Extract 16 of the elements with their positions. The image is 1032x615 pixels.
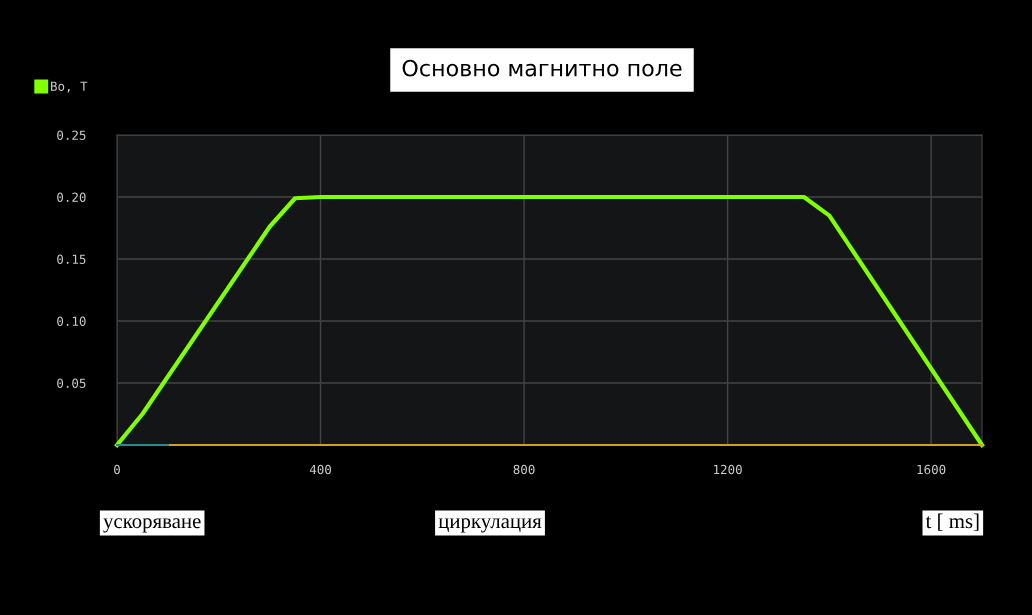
line-series bbox=[114, 194, 985, 448]
text: t [ ms] bbox=[925, 513, 979, 531]
chart-title: Основно магнитно поле bbox=[402, 59, 682, 77]
x-tick-label: 1600 bbox=[917, 464, 946, 475]
x-tick-label: 0 bbox=[114, 464, 120, 475]
x-tick-label: 1200 bbox=[714, 464, 742, 475]
text: ускоряване bbox=[103, 518, 201, 533]
legend-label: Bo, T bbox=[51, 81, 88, 93]
y-tick-label: 0.20 bbox=[57, 192, 86, 202]
y-tick-label: 0.15 bbox=[57, 254, 86, 264]
x-tick-label: 800 bbox=[513, 464, 535, 475]
y-tick-label: 0.05 bbox=[57, 378, 86, 388]
y-tick-label: 0.25 bbox=[57, 130, 86, 140]
y-tick-label: 0.10 bbox=[57, 316, 86, 326]
x-tick-label: 400 bbox=[309, 464, 332, 475]
text: циркулация bbox=[438, 518, 542, 533]
